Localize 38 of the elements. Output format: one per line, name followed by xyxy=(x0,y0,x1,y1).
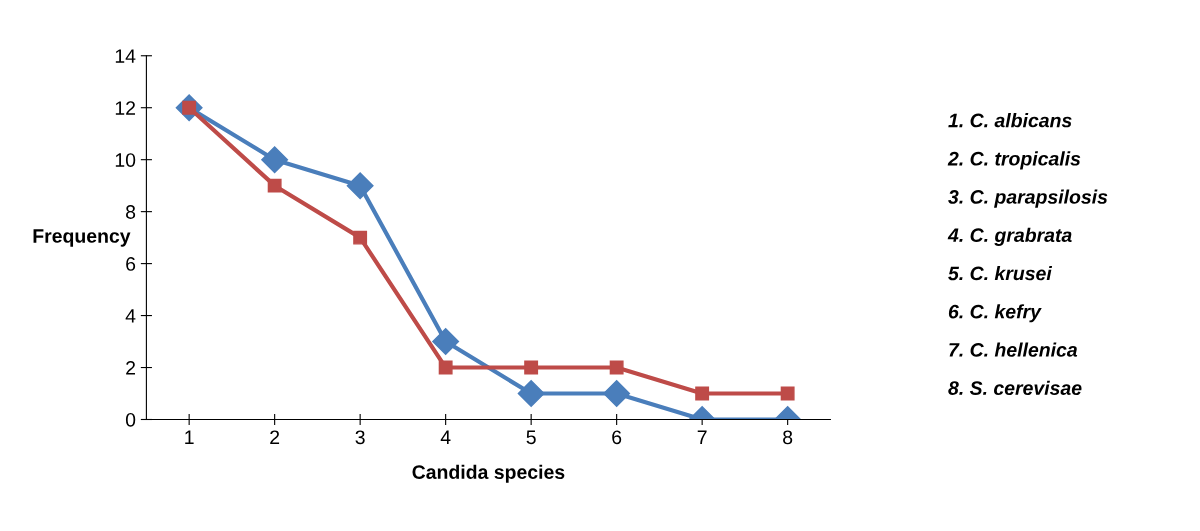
text: 7. C. hellenica xyxy=(949,342,1078,357)
point xyxy=(780,386,795,401)
point xyxy=(438,360,453,375)
point xyxy=(524,360,539,375)
point xyxy=(261,146,289,174)
x-tick-label: 4 xyxy=(440,430,451,444)
text: 5. C. krusei xyxy=(948,266,1053,281)
x-tick-label: 5 xyxy=(526,430,536,445)
x-tick-label: 3 xyxy=(355,430,365,445)
point xyxy=(609,360,624,375)
point xyxy=(603,380,631,407)
x-tick-label: 1 xyxy=(185,430,194,444)
text: 6. C. kefry xyxy=(948,304,1042,323)
text: 3. C. parapsilosis xyxy=(948,189,1108,208)
y-tick-label: 2 xyxy=(126,361,136,375)
y-tick-label: 4 xyxy=(125,309,136,323)
x-tick-label: 2 xyxy=(270,430,280,444)
point xyxy=(346,172,374,200)
y-tick-label: 10 xyxy=(115,153,136,167)
point xyxy=(267,178,282,193)
x-tick-label: 7 xyxy=(697,430,707,444)
point xyxy=(517,380,545,407)
y-tick-label: 6 xyxy=(126,257,136,271)
text: 2. C. tropicalis xyxy=(947,151,1081,170)
x-tick-label: 8 xyxy=(783,430,793,445)
x-axis-title: Candida species xyxy=(412,464,565,483)
text: 1. C. albicans xyxy=(948,113,1072,128)
text: 8. S. cerevisae xyxy=(948,380,1082,395)
y-tick-label: 8 xyxy=(126,205,136,219)
text: 4. C. grabrata xyxy=(947,227,1072,246)
point xyxy=(432,328,460,356)
x-tick-label: 6 xyxy=(612,430,622,445)
point xyxy=(695,386,710,401)
y-tick-label: 12 xyxy=(115,101,136,115)
point xyxy=(353,230,368,245)
y-tick-label: 0 xyxy=(125,412,136,427)
y-axis-title: Frequency xyxy=(33,229,131,247)
y-tick-label: 14 xyxy=(115,49,136,63)
